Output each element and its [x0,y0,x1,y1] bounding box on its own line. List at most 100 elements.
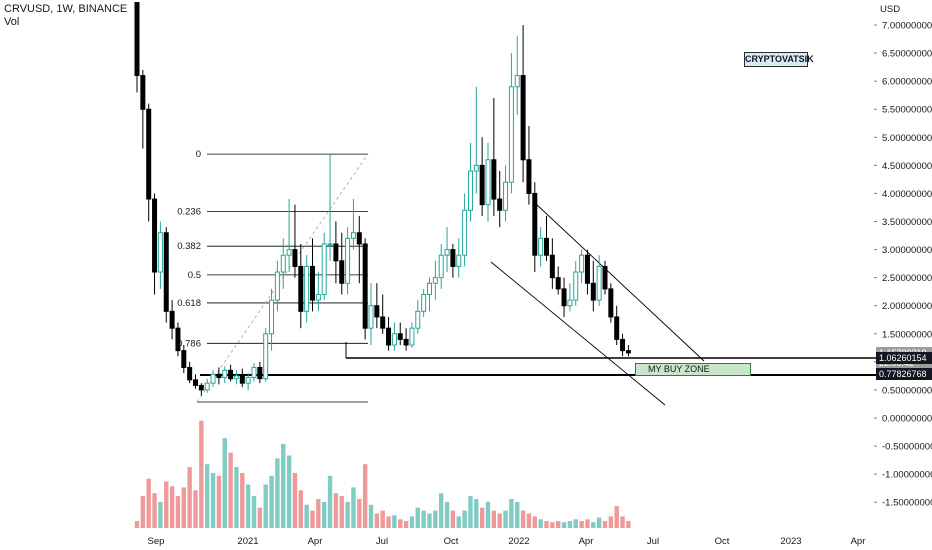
price-tick-label: 7.00000000 [882,21,932,32]
volume-bar [614,505,619,528]
symbol-title: CRVUSD, 1W, BINANCE [4,3,128,15]
candle [544,215,549,261]
candle [532,182,538,273]
price-tick-label: 2.00000000 [882,301,932,312]
volume-bar [199,420,204,528]
price-tick-label: 4.00000000 [882,189,932,200]
volume-bar [526,513,532,528]
candle-body [204,382,210,391]
candle-body [520,75,526,161]
volume-bar [392,515,397,528]
volume-bar [333,493,339,528]
candle-body [391,333,397,346]
candle [526,126,532,205]
price-tick-label: 5.00000000 [882,133,932,144]
candle-body [590,282,596,301]
candle [514,36,520,115]
volume-bar [538,519,543,528]
price-tick-label: -0.50000000 [882,442,932,453]
price-tick-label: 3.50000000 [882,217,932,228]
volume-bar [169,486,175,528]
candle [427,277,432,312]
candle [210,370,216,388]
time-tick-label: Apr [851,536,866,547]
candle-body [193,379,198,386]
candle [257,361,263,384]
candle [175,322,181,357]
price-tick-label: 1.50000000 [882,329,932,340]
volume-indicator-label: Vol [4,16,20,28]
candle [444,227,450,273]
candle-body [491,159,497,200]
candle [567,283,573,312]
candle [187,361,193,384]
volume-bar [164,481,169,528]
volume-bar [281,443,286,528]
volume-bar [415,507,420,528]
candle-body [427,282,432,295]
volume-bar [240,472,245,528]
volume-bar [386,516,391,528]
candle-body [210,373,216,384]
candle-body [602,265,608,290]
candle-body [596,265,602,301]
channel-lower-line [490,261,666,406]
time-tick-label: 2023 [780,536,801,547]
volume-bar [409,516,415,528]
volume-bar [567,521,573,528]
volume-bar [146,478,151,528]
candle [503,165,509,222]
candle [321,232,327,301]
price-tick-label: 4.50000000 [882,161,932,172]
candle [304,255,310,323]
volume-bar [298,490,303,528]
fibonacci-retracement[interactable]: 0 0.236 0.382 0.5 0.618 0.786 [177,149,369,403]
candle-body [485,159,491,206]
fib-level-label: 0.5 [188,270,201,281]
volume-bar [444,501,450,528]
candle [193,374,198,389]
candle [549,238,555,289]
candle [198,383,204,396]
candle-body [368,305,374,329]
candle-body [397,333,403,340]
candle-body [298,265,304,312]
volume-bar [216,475,222,528]
candle-body [146,108,152,200]
volume-bar [251,496,257,528]
volume-bar [433,510,438,528]
candle [233,370,239,385]
price-axis[interactable]: USD 7.00000000 6.50000000 6.00000000 5.50000… [874,4,932,509]
volume-bar [591,522,596,528]
time-axis[interactable]: Sep 2021 Apr Jul Oct 2022 Apr Jul Oct 2023 Apr [148,536,866,547]
volume-bar [134,521,140,528]
candle [520,25,526,183]
candle [280,238,286,289]
volume-bar [263,484,268,528]
candle [245,373,251,390]
candle [134,2,140,93]
author-watermark: CRYPTOVATSIK [744,52,814,67]
candle-body [403,338,409,346]
candle-body [415,310,421,329]
candle-body [286,249,292,256]
candle [157,221,163,289]
volume-bar [579,521,584,528]
candle-body [456,254,462,267]
volume-bar [257,507,263,528]
volume-bar [228,452,233,528]
volume-bar [275,458,280,528]
volume-bar [620,516,625,528]
candle-body [538,237,544,256]
candle [573,260,579,306]
volume-bar [550,522,555,528]
drawings[interactable] [200,203,932,406]
candle [579,249,585,284]
candle-body [345,237,351,284]
candle [315,272,321,312]
candle-body [462,209,468,256]
candle [614,305,620,346]
candle-body [508,86,514,183]
candle [584,249,590,295]
